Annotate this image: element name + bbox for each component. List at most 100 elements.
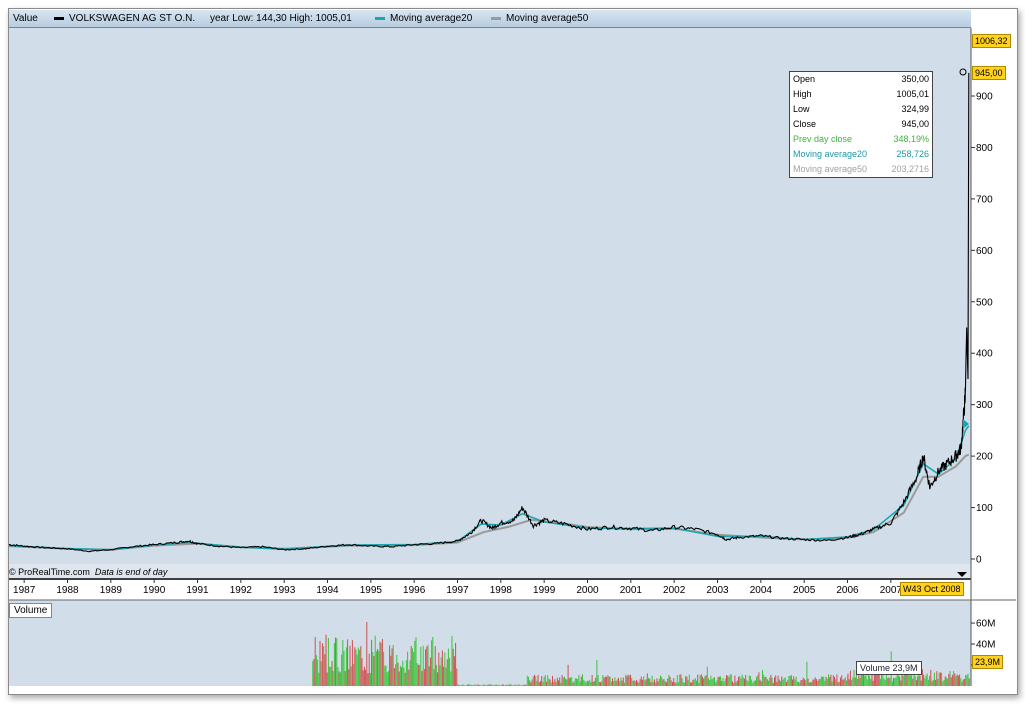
volume-bar [763, 674, 765, 686]
volume-bar [674, 682, 676, 686]
volume-bar [942, 681, 944, 686]
volume-bar [841, 675, 843, 686]
volume-bar [573, 681, 575, 686]
volume-bar [640, 676, 642, 686]
volume-bar [938, 672, 940, 686]
volume-bar [415, 637, 417, 686]
volume-bar [519, 685, 521, 686]
volume-bar [543, 676, 545, 686]
legend-ma50[interactable]: Moving average50 [491, 10, 588, 27]
volume-bar [396, 655, 398, 686]
volume-bar [744, 678, 745, 686]
info-close-label: Close [793, 119, 817, 129]
volume-bar [618, 677, 619, 686]
volume-bar [787, 679, 789, 686]
volume-bar [795, 676, 797, 686]
volume-bar [944, 676, 946, 686]
volume-bar [349, 645, 351, 686]
y-tick-label: 300 [976, 400, 993, 411]
volume-bar [771, 677, 773, 686]
volume-bar [676, 675, 678, 686]
volume-bar [361, 658, 363, 686]
volume-bar [313, 658, 315, 686]
volume-bar [949, 671, 951, 686]
volume-bar [873, 669, 875, 686]
x-tick-label: 1988 [56, 585, 79, 596]
volume-bar [435, 664, 437, 686]
volume-bar [565, 678, 567, 686]
legend-series-main[interactable]: VOLKSWAGEN AG ST O.N. [54, 10, 195, 27]
volume-bar [865, 671, 867, 686]
x-tick-label: 1997 [446, 585, 469, 596]
volume-bar [698, 682, 700, 686]
volume-bar [628, 675, 630, 686]
legend-ma20-label: Moving average20 [390, 13, 473, 24]
date-cursor-tag[interactable]: W43 Oct 2008 [900, 582, 964, 596]
info-ma20-value: 258,726 [896, 149, 929, 159]
volume-bar [935, 680, 937, 686]
volume-bar [374, 635, 376, 686]
volume-bar [498, 684, 500, 686]
volume-bar [806, 661, 808, 686]
volume-bar [377, 649, 379, 686]
volume-bar [854, 677, 856, 686]
volume-bar [433, 669, 435, 686]
x-tick-label: 1994 [316, 585, 339, 596]
volume-bar [534, 674, 535, 686]
volume-bar [732, 681, 733, 686]
volume-bar [814, 677, 816, 686]
volume-bar [748, 675, 750, 686]
volume-bar [584, 680, 586, 686]
volume-bar [740, 678, 742, 686]
volume-bar [633, 680, 635, 686]
volume-bar [336, 638, 338, 686]
volume-bar [775, 675, 777, 686]
volume-bar [843, 678, 845, 686]
volume-bar [966, 675, 968, 686]
y-tick-label: 500 [976, 297, 993, 308]
info-low-label: Low [793, 104, 810, 114]
volume-bar [487, 684, 489, 686]
volume-bar [681, 678, 683, 686]
volume-bar [488, 684, 490, 686]
volume-bar [369, 673, 371, 686]
y-tick-label: 800 [976, 143, 993, 154]
volume-bar [609, 676, 611, 686]
volume-bar [422, 645, 424, 686]
volume-bar [386, 672, 388, 686]
volume-bar [798, 681, 799, 686]
volume-bar [473, 685, 475, 686]
volume-bar [822, 676, 823, 686]
volume-bar [838, 681, 840, 686]
volume-bar [417, 664, 419, 686]
volume-bar [530, 682, 532, 686]
volume-bar [810, 682, 811, 686]
volume-bar [857, 679, 859, 686]
volume-bar [820, 676, 822, 686]
volume-bar [824, 680, 826, 686]
volume-bar [327, 638, 329, 686]
volume-bar [524, 684, 526, 686]
volume-bar [789, 675, 791, 686]
volume-bar [449, 657, 451, 686]
brand-text[interactable]: © ProRealTime.com [9, 567, 90, 577]
x-tick-label: 2003 [706, 585, 729, 596]
volume-bar [461, 685, 463, 686]
volume-panel-label[interactable]: Volume [9, 603, 53, 618]
volume-bar [651, 675, 653, 686]
volume-bar [914, 676, 916, 686]
volume-bar [610, 681, 612, 686]
volume-bar [657, 681, 659, 686]
volume-bar [805, 680, 807, 686]
volume-bar [562, 677, 564, 686]
volume-bar [463, 684, 465, 686]
volume-bar [479, 685, 481, 686]
x-tick-label: 2000 [576, 585, 599, 596]
date-cursor-marker[interactable] [957, 572, 967, 577]
volume-bar [614, 677, 616, 686]
info-row-prev: Prev day close 348,19% [790, 132, 932, 147]
volume-bar [558, 680, 559, 686]
legend-ma20[interactable]: Moving average20 [375, 10, 472, 27]
volume-bar [893, 677, 895, 686]
volume-bar [429, 657, 431, 686]
